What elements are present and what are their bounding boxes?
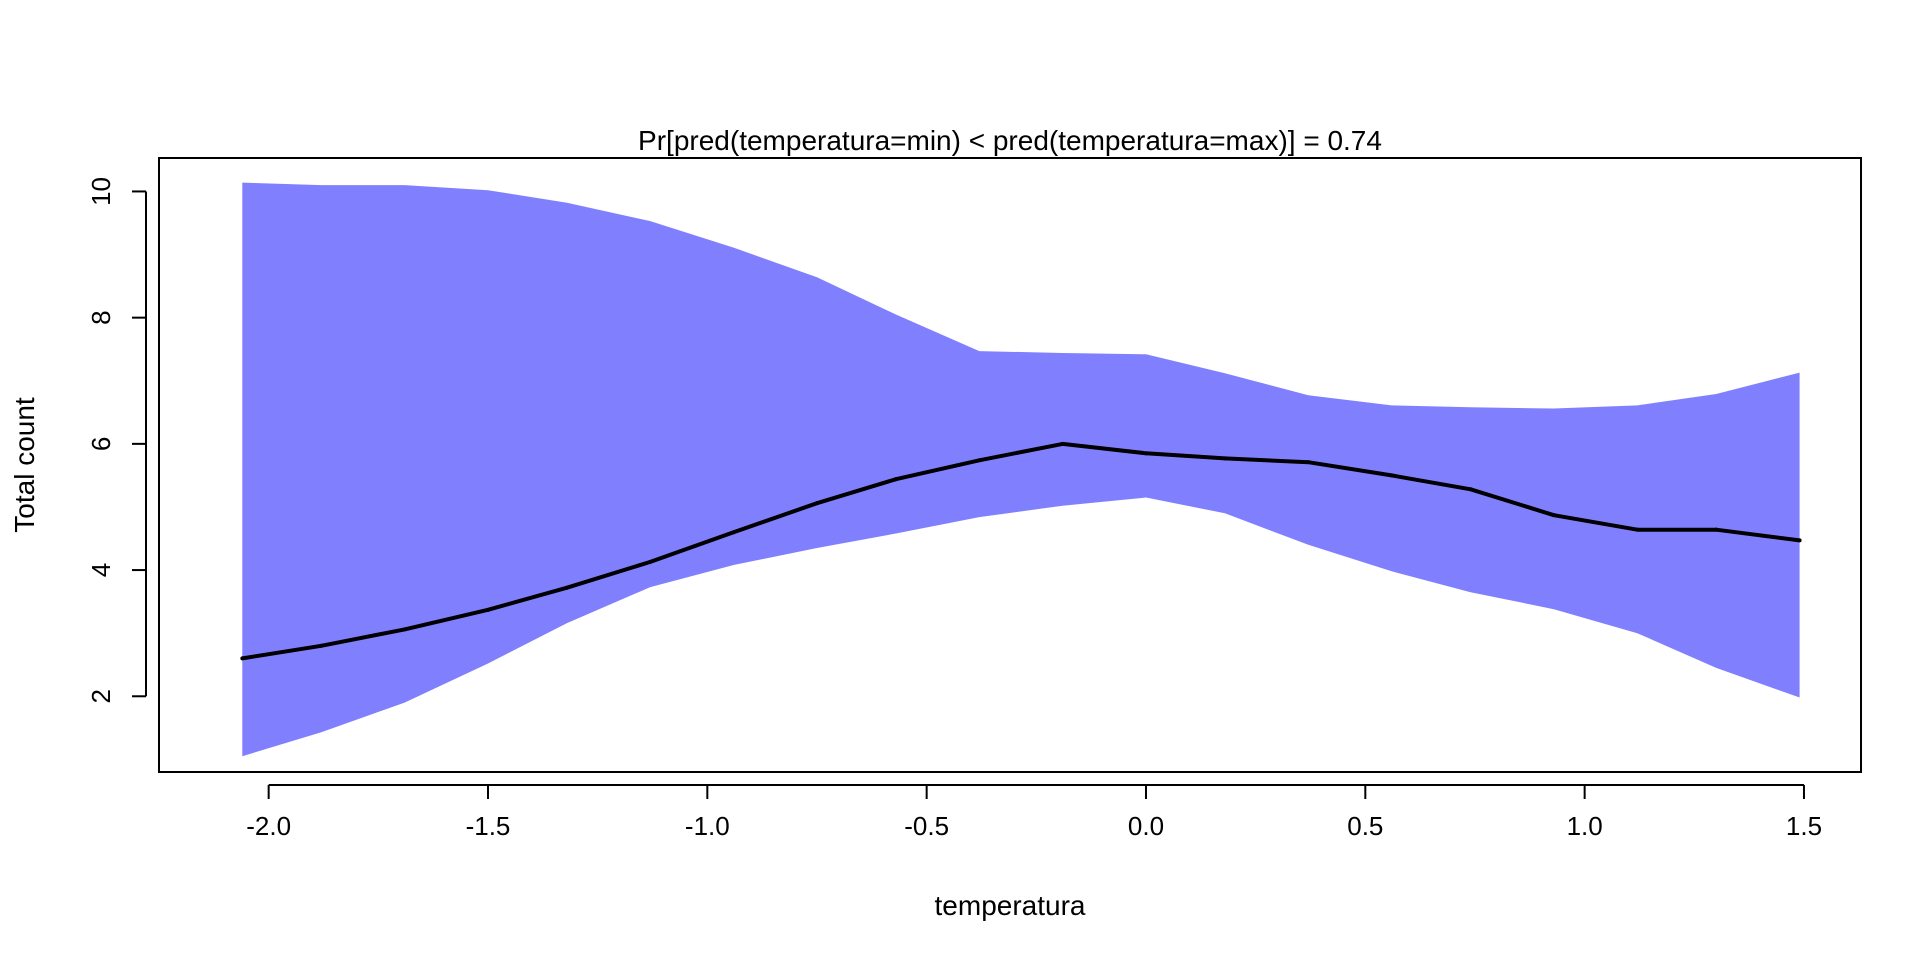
data-point xyxy=(1060,441,1065,446)
data-point xyxy=(1222,456,1227,461)
x-tick-label: 1.5 xyxy=(1786,811,1822,841)
data-point xyxy=(731,530,736,535)
data-point xyxy=(402,627,407,632)
data-points xyxy=(240,441,1802,661)
mean-line xyxy=(241,441,1800,661)
data-point xyxy=(1389,473,1394,478)
data-point xyxy=(1797,538,1802,543)
x-tick-label: 0.0 xyxy=(1128,811,1164,841)
data-point xyxy=(814,501,819,506)
y-tick-label: 2 xyxy=(86,689,116,703)
y-tick-label: 6 xyxy=(86,437,116,451)
data-point xyxy=(319,643,324,648)
data-point xyxy=(1468,487,1473,492)
x-tick-label: 0.5 xyxy=(1347,811,1383,841)
x-tick-label: 1.0 xyxy=(1567,811,1603,841)
data-point xyxy=(1714,527,1719,532)
data-point xyxy=(648,559,653,564)
data-point xyxy=(1143,451,1148,456)
x-tick-label: -2.0 xyxy=(246,811,291,841)
plot-area xyxy=(240,182,1802,757)
y-tick-label: 4 xyxy=(86,563,116,577)
data-point xyxy=(564,585,569,590)
data-point xyxy=(977,458,982,463)
chart-title: Pr[pred(temperatura=min) < pred(temperat… xyxy=(638,125,1382,156)
plot-frame xyxy=(158,157,1862,773)
x-tick-label: -1.5 xyxy=(466,811,511,841)
x-axis-title: temperatura xyxy=(935,890,1086,921)
data-point xyxy=(1306,460,1311,465)
y-axis: 2 4 6 8 10 xyxy=(86,177,147,704)
y-tick-label: 10 xyxy=(86,177,116,206)
data-point xyxy=(485,607,490,612)
data-point xyxy=(1551,513,1556,518)
data-point xyxy=(1635,527,1640,532)
x-tick-label: -1.0 xyxy=(685,811,730,841)
data-point xyxy=(893,477,898,482)
y-tick-label: 8 xyxy=(86,310,116,324)
y-axis-title: Total count xyxy=(9,397,40,533)
x-tick-label: -0.5 xyxy=(904,811,949,841)
confidence-band xyxy=(242,182,1800,757)
data-point xyxy=(240,656,245,661)
x-axis: -2.0 -1.5 -1.0 -0.5 0.0 0.5 1.0 1.5 xyxy=(246,784,1822,841)
